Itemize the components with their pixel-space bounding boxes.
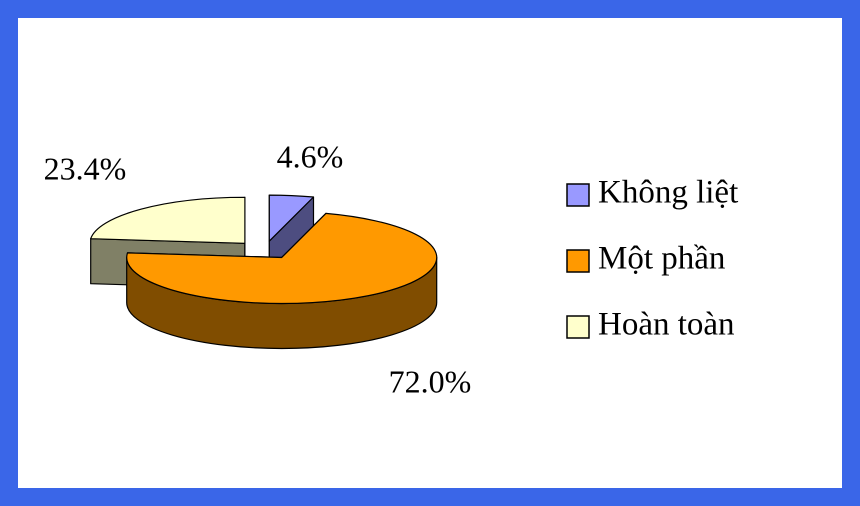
data-label: 72.0% (389, 363, 472, 399)
legend-label: Một phần (598, 241, 725, 277)
legend-label: Không liệt (598, 175, 738, 211)
legend-label: Hoàn toàn (598, 307, 735, 343)
slice (126, 212, 438, 305)
data-label: 4.6% (277, 138, 344, 174)
slice (268, 194, 315, 242)
legend-swatch (566, 315, 590, 339)
slice (90, 196, 246, 244)
legend-swatch (566, 249, 590, 273)
legend-swatch (566, 183, 590, 207)
data-label: 23.4% (44, 150, 127, 186)
